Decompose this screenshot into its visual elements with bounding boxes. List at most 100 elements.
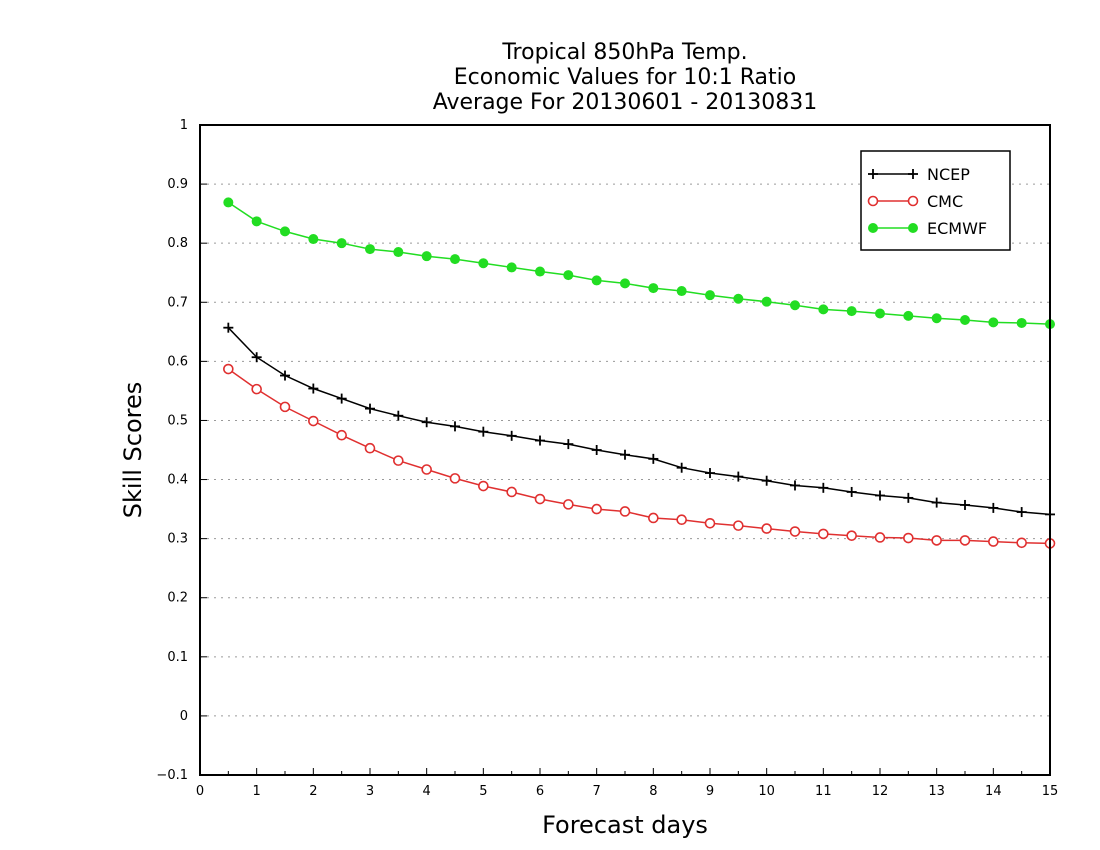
data-point-ecmwf: [251, 216, 262, 227]
data-point-cmc: [818, 528, 829, 540]
x-tick-label: 9: [706, 784, 714, 799]
data-point-ncep: [563, 439, 574, 450]
y-tick-label: 0.9: [167, 177, 188, 192]
y-tick-label: 0.8: [167, 236, 188, 251]
legend-marker-ncep: [908, 169, 918, 179]
data-point-ecmwf: [421, 251, 432, 262]
data-point-ncep: [308, 383, 319, 394]
x-tick-label: 11: [815, 784, 832, 799]
x-tick-label: 6: [536, 784, 544, 799]
x-tick-label: 10: [758, 784, 775, 799]
data-point-ncep: [421, 417, 432, 428]
data-point-ncep: [903, 492, 914, 503]
data-point-cmc: [874, 532, 886, 543]
data-point-ncep: [1016, 507, 1027, 518]
data-point-ecmwf: [450, 254, 460, 265]
data-point-ecmwf: [761, 296, 772, 307]
chart-title: Tropical 850hPa Temp. Economic Values fo…: [433, 40, 818, 115]
series-ecmwf: [223, 197, 1055, 330]
data-point-ncep: [478, 426, 489, 437]
data-point-ecmwf: [846, 306, 857, 317]
data-point-cmc: [251, 383, 262, 395]
data-point-ncep: [733, 471, 744, 482]
data-point-ncep: [846, 486, 857, 497]
x-tick-label: 3: [366, 784, 374, 799]
data-point-ncep: [761, 475, 772, 486]
data-point-cmc: [733, 520, 744, 531]
data-point-cmc: [846, 530, 857, 541]
data-point-ecmwf: [563, 270, 574, 281]
y-tick-label: 0.3: [167, 532, 188, 547]
data-point-ncep: [393, 410, 404, 421]
data-point-ncep: [931, 497, 942, 508]
data-point-cmc: [393, 455, 404, 466]
data-point-ecmwf: [591, 275, 602, 286]
x-axis: 0 1 2 3 4 5 6 7 8 9 10 11 12 13 14 15: [196, 768, 1058, 799]
data-point-ncep: [676, 462, 687, 473]
data-point-ecmwf: [705, 290, 715, 301]
data-point-ecmwf: [478, 258, 489, 269]
data-point-ncep: [450, 421, 460, 432]
data-point-ncep: [705, 468, 715, 479]
data-point-cmc: [478, 480, 489, 492]
data-point-ncep: [591, 445, 602, 455]
y-axis-label: Skill Scores: [119, 382, 147, 519]
data-point-ecmwf: [223, 197, 234, 208]
series-cmc: [223, 363, 1056, 549]
legend-marker-ncep: [868, 169, 878, 179]
x-tick-label: 1: [253, 784, 261, 799]
data-point-ncep: [818, 482, 829, 493]
data-point-cmc: [619, 506, 631, 517]
data-point-ecmwf: [620, 278, 630, 289]
data-point-ecmwf: [365, 244, 375, 255]
data-point-ncep: [336, 393, 347, 404]
data-point-ecmwf: [393, 247, 404, 258]
data-point-ncep: [648, 453, 659, 464]
y-tick-label: 0.7: [167, 295, 188, 310]
y-axis: −0.1 0 0.1 0.2 0.3 0.4 0.5 0.6 0.7 0.8 0.9 1: [156, 118, 207, 783]
x-tick-label: 13: [928, 784, 945, 799]
legend-label-cmc: CMC: [927, 192, 963, 211]
data-point-ncep: [960, 499, 970, 510]
y-tick-label: 0.4: [167, 473, 188, 488]
data-point-cmc: [421, 464, 432, 475]
y-tick-label: 0.5: [167, 413, 188, 428]
data-point-ecmwf: [535, 266, 545, 277]
data-point-cmc: [761, 523, 772, 534]
data-point-cmc: [364, 442, 376, 454]
chart-title-line-2: Economic Values for 10:1 Ratio: [454, 65, 796, 90]
y-tick-label: 0.1: [167, 650, 188, 665]
data-point-cmc: [534, 493, 546, 505]
data-point-cmc: [789, 526, 801, 537]
data-point-cmc: [931, 535, 942, 546]
x-tick-label: 5: [479, 784, 487, 799]
chart-title-line-3: Average For 20130601 - 20130831: [433, 90, 818, 115]
x-tick-label: 0: [196, 784, 204, 799]
legend-marker-ecmwf: [908, 223, 918, 233]
legend-label-ecmwf: ECMWF: [927, 219, 987, 238]
x-tick-label: 12: [872, 784, 889, 799]
x-tick-label: 15: [1042, 784, 1059, 799]
x-tick-label: 14: [985, 784, 1002, 799]
series-ncep: [223, 322, 1055, 520]
y-tick-label: −0.1: [156, 768, 188, 783]
data-point-cmc: [449, 473, 461, 484]
data-point-ecmwf: [875, 308, 885, 319]
x-tick-label: 2: [309, 784, 317, 799]
data-point-ncep: [875, 490, 885, 501]
data-point-ecmwf: [506, 262, 517, 273]
data-point-ecmwf: [960, 315, 970, 325]
data-point-ecmwf: [280, 226, 290, 237]
x-axis-label: Forecast days: [542, 811, 708, 839]
data-point-cmc: [1016, 537, 1027, 549]
data-point-cmc: [223, 363, 234, 375]
y-tick-label: 1: [180, 118, 188, 133]
data-point-ncep: [620, 449, 630, 460]
series-layer: [223, 197, 1056, 549]
data-point-ecmwf: [336, 238, 347, 249]
legend: NCEP CMC ECMWF: [860, 150, 1011, 251]
data-point-ecmwf: [818, 304, 829, 315]
data-point-ecmwf: [308, 234, 319, 245]
data-point-cmc: [988, 536, 999, 547]
